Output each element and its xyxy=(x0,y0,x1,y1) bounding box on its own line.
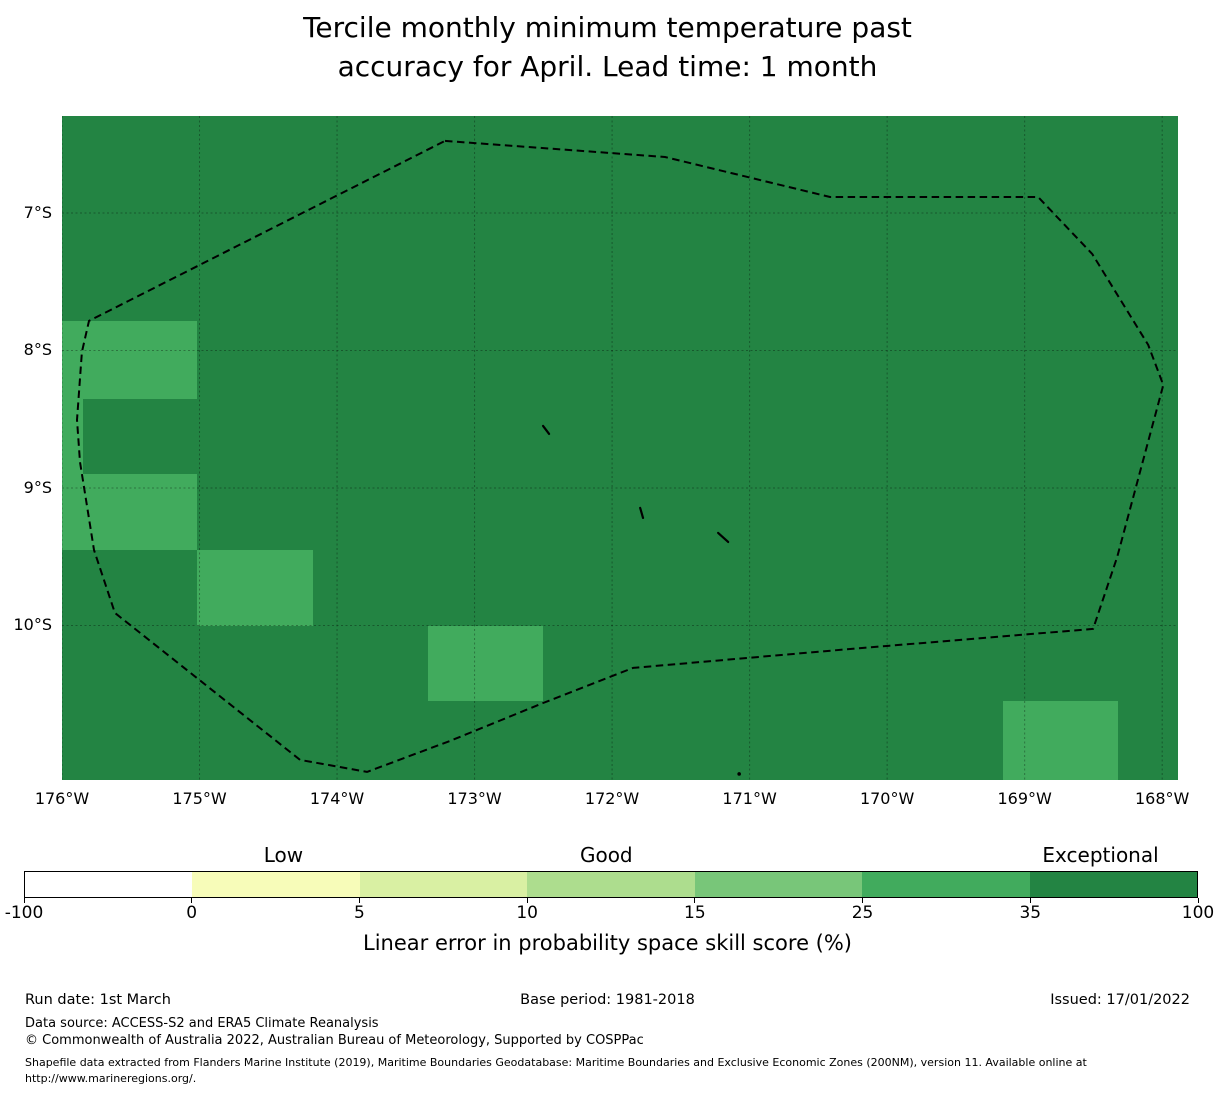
chart-title-line2: accuracy for April. Lead time: 1 month xyxy=(337,50,878,83)
x-tick-label: 175°W xyxy=(172,789,227,808)
colorbar-tick xyxy=(23,898,25,903)
eez-boundary-line xyxy=(76,139,1165,773)
island-marker xyxy=(639,506,645,520)
colorbar-tick xyxy=(694,898,696,903)
y-tick-label: 7°S xyxy=(23,202,52,222)
colorbar-tick-label: -100 xyxy=(4,903,44,923)
colorbar-tick xyxy=(191,898,193,903)
map-cell-bin-25-35 xyxy=(62,320,198,399)
x-tick-label: 169°W xyxy=(997,789,1052,808)
colorbar xyxy=(24,871,1198,898)
colorbar-segment-10-15 xyxy=(527,872,695,897)
colorbar-category-label-exceptional: Exceptional xyxy=(1042,843,1159,867)
x-tick-label: 172°W xyxy=(584,789,640,808)
colorbar-tick-label: 0 xyxy=(186,903,198,923)
x-tick-label: 168°W xyxy=(1134,789,1190,808)
island-marker xyxy=(737,772,741,776)
map-cell-bin-25-35 xyxy=(1003,700,1119,780)
colorbar-tick xyxy=(1197,898,1199,903)
colorbar-tick-label: 25 xyxy=(851,903,874,923)
colorbar-tick xyxy=(1029,898,1031,903)
colorbar-segment-5-10 xyxy=(359,872,528,897)
x-tick-label: 174°W xyxy=(309,789,365,808)
colorbar-tick-label: 5 xyxy=(354,903,365,923)
x-tick-label: 176°W xyxy=(34,789,90,808)
x-tick-label: 171°W xyxy=(722,789,777,808)
map-cell-bin-25-35 xyxy=(428,625,544,701)
colorbar-tick-label: 35 xyxy=(1019,903,1042,923)
colorbar-segment-35-100 xyxy=(1029,872,1197,897)
chart-title: Tercile monthly minimum temperature past… xyxy=(0,8,1215,86)
colorbar-segment-0-5 xyxy=(192,872,360,897)
colorbar-category-label-good: Good xyxy=(579,843,633,867)
issued-date-label: Issued: 17/01/2022 xyxy=(1050,992,1190,1008)
colorbar-tick xyxy=(862,898,864,903)
colorbar-tick-label: 10 xyxy=(516,903,538,923)
chart-title-line1: Tercile monthly minimum temperature past xyxy=(303,11,912,44)
colorbar-axis-label: Linear error in probability space skill … xyxy=(363,931,852,955)
map-overlay xyxy=(62,116,1178,780)
island-marker xyxy=(717,531,730,544)
shapefile-note: Shapefile data extracted from Flanders M… xyxy=(25,1056,1087,1085)
colorbar-segment-15-25 xyxy=(694,872,863,897)
colorbar-tick xyxy=(358,898,360,903)
x-tick-label: 170°W xyxy=(859,789,915,808)
map-panel xyxy=(62,116,1178,780)
y-tick-label: 9°S xyxy=(23,477,52,497)
y-tick-label: 10°S xyxy=(13,615,52,635)
map-cell-bin-25-35 xyxy=(197,549,313,626)
base-period-label: Base period: 1981-2018 xyxy=(520,992,695,1008)
colorbar-segment-25-35 xyxy=(862,872,1030,897)
run-date-label: Run date: 1st March xyxy=(25,992,171,1008)
colorbar-tick-label: 100 xyxy=(1181,903,1215,923)
colorbar-segment--100-0 xyxy=(25,872,193,897)
x-tick-label: 173°W xyxy=(447,789,502,808)
y-tick-label: 8°S xyxy=(23,340,52,360)
data-source-note: Data source: ACCESS-S2 and ERA5 Climate … xyxy=(25,1016,379,1031)
colorbar-tick-label: 15 xyxy=(684,903,706,923)
colorbar-category-label-low: Low xyxy=(263,843,304,867)
copyright-note: © Commonwealth of Australia 2022, Austra… xyxy=(25,1033,644,1048)
colorbar-tick xyxy=(526,898,528,903)
island-marker xyxy=(541,424,551,436)
